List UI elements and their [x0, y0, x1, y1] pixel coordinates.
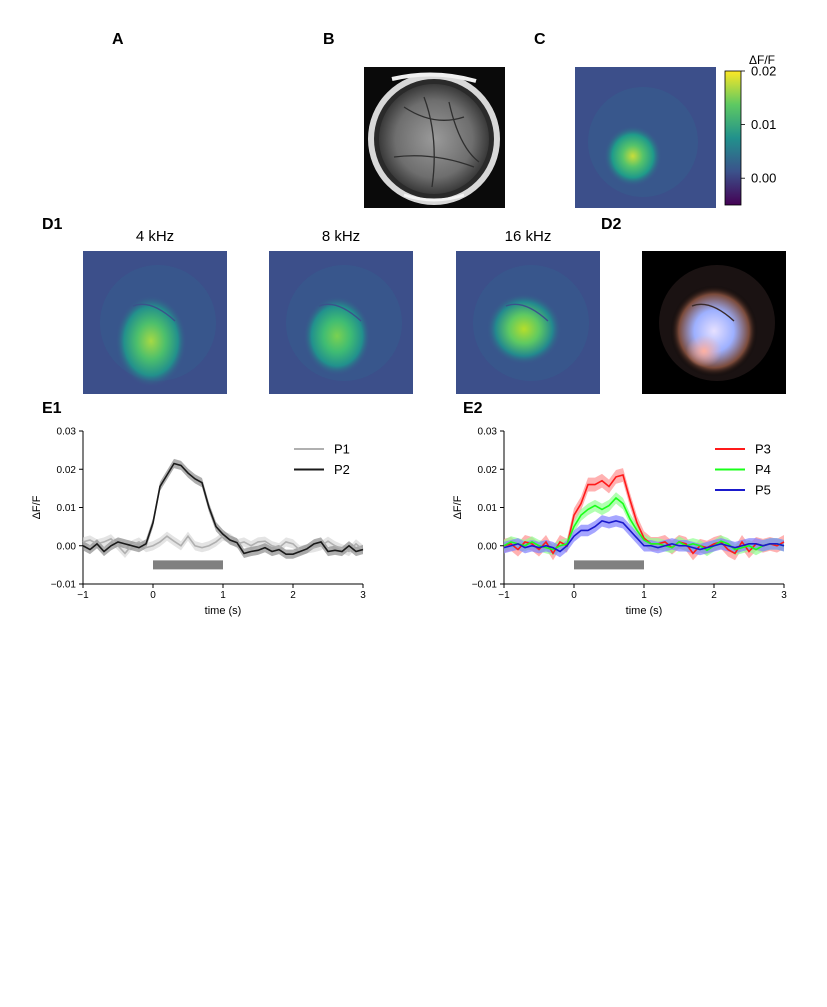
e1-y-label: ΔF/F — [31, 495, 43, 519]
e2-y-tick-label: 0.02 — [478, 465, 498, 476]
e1-x-tick-label: 3 — [360, 590, 366, 601]
colorbar-tick-label: 0.00 — [751, 171, 776, 186]
d1-title-16khz: 16 kHz — [504, 228, 552, 245]
e1-legend-label-p1: P1 — [334, 442, 350, 457]
e1-x-label: time (s) — [205, 605, 242, 617]
panel-label-c: C — [534, 31, 546, 48]
e2-y-tick-label: −0.01 — [472, 580, 498, 591]
panel-label-e1: E1 — [42, 400, 62, 417]
response-map-image — [575, 67, 716, 208]
panel-label-e2: E2 — [463, 400, 483, 417]
colorbar-tick-label: 0.02 — [751, 64, 776, 79]
e2-y-tick-label: 0.01 — [478, 503, 498, 514]
e2-legend-label-p4: P4 — [755, 462, 771, 477]
e2-x-tick-label: 0 — [571, 590, 577, 601]
cranial-window-image — [364, 67, 505, 208]
chart-e1: 0.03 0.02 0.01 0.00 −0.01−1 0 1 2 3 time (s) ΔF/F P… — [31, 427, 366, 618]
e1-x-tick-label: 2 — [290, 590, 296, 601]
e2-line-p5 — [503, 520, 785, 553]
e2-x-label: time (s) — [626, 605, 663, 617]
colorbar: ΔF/F 0.02 0.01 0.00 — [724, 53, 776, 206]
colorbar-label: ΔF/F — [749, 53, 775, 67]
e1-y-tick-label: −0.01 — [51, 580, 77, 591]
e1-y-tick-label: 0.02 — [57, 465, 77, 476]
e2-legend-label-p3: P3 — [755, 442, 771, 457]
e2-y-tick-label: 0.03 — [478, 427, 498, 438]
panel-label-b: B — [323, 31, 335, 48]
e1-band-p2 — [83, 458, 363, 559]
e2-y-label: ΔF/F — [452, 495, 464, 519]
e2-y-tick-label: 0.00 — [478, 541, 498, 552]
e1-stimulus-bar — [153, 560, 223, 570]
e1-y-tick-label: 0.01 — [57, 503, 77, 514]
tonotopy-map-4khz — [83, 251, 227, 394]
e1-x-tick-label: 0 — [150, 590, 156, 601]
panel-label-d2: D2 — [601, 216, 622, 233]
e2-x-tick-label: 1 — [641, 590, 647, 601]
e2-legend-label-p5: P5 — [755, 483, 771, 498]
e2-stimulus-bar — [574, 560, 644, 570]
e1-x-tick-label: −1 — [77, 590, 89, 601]
e1-line-p1 — [82, 534, 364, 555]
e1-line-p2 — [82, 462, 364, 555]
colorbar-tick-label: 0.01 — [751, 117, 776, 132]
chart-e2: 0.03 0.02 0.01 0.00 −0.01−1 0 1 2 3 time (s) ΔF/F P… — [452, 427, 787, 618]
d1-title-4khz: 4 kHz — [135, 228, 175, 245]
e2-x-tick-label: 3 — [781, 590, 787, 601]
e1-x-tick-label: 1 — [220, 590, 226, 601]
tonotopy-map-8khz — [269, 251, 413, 394]
d1-title-8khz: 8 kHz — [321, 228, 361, 245]
e1-legend-label-p2: P2 — [334, 462, 350, 477]
tonotopy-overlay-image — [642, 251, 786, 394]
panel-label-d1: D1 — [42, 216, 63, 233]
panel-label-a: A — [112, 31, 124, 48]
e1-y-tick-label: 0.00 — [57, 541, 77, 552]
e2-line-p4 — [503, 496, 785, 552]
e1-y-tick-label: 0.03 — [57, 427, 77, 438]
e2-x-tick-label: −1 — [498, 590, 510, 601]
e2-x-tick-label: 2 — [711, 590, 717, 601]
e2-band-p3 — [504, 468, 784, 561]
tonotopy-map-16khz — [456, 251, 600, 394]
